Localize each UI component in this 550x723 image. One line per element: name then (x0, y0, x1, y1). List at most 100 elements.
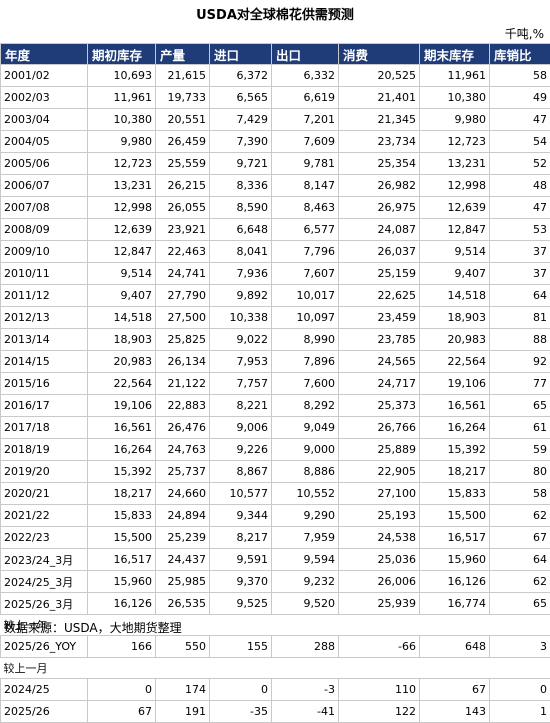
year-cell: 2021/22 (1, 505, 88, 527)
value-cell: 8,867 (210, 461, 272, 483)
value-cell: 25,559 (156, 153, 210, 175)
value-cell: 9,594 (272, 549, 339, 571)
value-cell: 25,825 (156, 329, 210, 351)
value-cell: 67 (88, 701, 156, 723)
year-cell: 2008/09 (1, 219, 88, 241)
value-cell: 24,660 (156, 483, 210, 505)
value-cell: 26,006 (339, 571, 420, 593)
header-stocks-to-use: 库销比 (490, 44, 550, 65)
value-cell: 20,525 (339, 65, 420, 87)
year-cell: 2025/26_3月 (1, 593, 88, 615)
value-cell: 9,781 (272, 153, 339, 175)
value-cell: 88 (490, 329, 550, 351)
value-cell: 16,561 (420, 395, 490, 417)
header-exports: 出口 (272, 44, 339, 65)
source-note: 数据来源：USDA，大地期货整理 (4, 619, 182, 636)
value-cell: 22,883 (156, 395, 210, 417)
value-cell: 22,564 (88, 373, 156, 395)
value-cell: 27,500 (156, 307, 210, 329)
header-row: 年度 期初库存 产量 进口 出口 消费 期末库存 库销比 (1, 44, 550, 65)
year-cell: 2024/25 (1, 679, 88, 701)
value-cell: 26,215 (156, 175, 210, 197)
table-title: USDA对全球棉花供需预测 (0, 4, 550, 23)
value-cell: 26,975 (339, 197, 420, 219)
value-cell: 65 (490, 395, 550, 417)
value-cell: 11,961 (420, 65, 490, 87)
value-cell: 10,552 (272, 483, 339, 505)
value-cell: 7,796 (272, 241, 339, 263)
value-cell: 7,429 (210, 109, 272, 131)
year-cell: 2012/13 (1, 307, 88, 329)
value-cell: 14,518 (420, 285, 490, 307)
value-cell: 9,980 (88, 131, 156, 153)
value-cell: 25,373 (339, 395, 420, 417)
value-cell: 25,036 (339, 549, 420, 571)
value-cell: 77 (490, 373, 550, 395)
value-cell: 14,518 (88, 307, 156, 329)
value-cell: 19,106 (88, 395, 156, 417)
value-cell: 80 (490, 461, 550, 483)
value-cell: 62 (490, 505, 550, 527)
value-cell: 21,122 (156, 373, 210, 395)
value-cell: 62 (490, 571, 550, 593)
value-cell: 12,723 (88, 153, 156, 175)
value-cell: 53 (490, 219, 550, 241)
value-cell: 8,463 (272, 197, 339, 219)
section-label: 较上一月 (1, 658, 550, 679)
value-cell: 15,500 (420, 505, 490, 527)
value-cell: 16,264 (420, 417, 490, 439)
year-cell: 2015/16 (1, 373, 88, 395)
value-cell: 15,960 (420, 549, 490, 571)
header-imports: 进口 (210, 44, 272, 65)
value-cell: 24,437 (156, 549, 210, 571)
value-cell: 18,217 (420, 461, 490, 483)
value-cell: 21,345 (339, 109, 420, 131)
value-cell: 49 (490, 87, 550, 109)
value-cell: 174 (156, 679, 210, 701)
value-cell: 7,953 (210, 351, 272, 373)
value-cell: 12,639 (88, 219, 156, 241)
value-cell: 12,723 (420, 131, 490, 153)
value-cell: 8,336 (210, 175, 272, 197)
value-cell: 0 (490, 679, 550, 701)
value-cell: 64 (490, 549, 550, 571)
value-cell: 9,022 (210, 329, 272, 351)
year-cell: 2007/08 (1, 197, 88, 219)
value-cell: 26,535 (156, 593, 210, 615)
value-cell: 59 (490, 439, 550, 461)
value-cell: 8,990 (272, 329, 339, 351)
value-cell: 191 (156, 701, 210, 723)
value-cell: 9,000 (272, 439, 339, 461)
value-cell: 18,903 (420, 307, 490, 329)
value-cell: 6,619 (272, 87, 339, 109)
year-cell: 2014/15 (1, 351, 88, 373)
year-cell: 2002/03 (1, 87, 88, 109)
value-cell: 20,983 (88, 351, 156, 373)
value-cell: 26,459 (156, 131, 210, 153)
value-cell: 16,561 (88, 417, 156, 439)
value-cell: 67 (490, 527, 550, 549)
value-cell: 9,370 (210, 571, 272, 593)
value-cell: 8,886 (272, 461, 339, 483)
value-cell: 26,134 (156, 351, 210, 373)
year-cell: 2016/17 (1, 395, 88, 417)
header-beginning-stocks: 期初库存 (88, 44, 156, 65)
value-cell: -41 (272, 701, 339, 723)
value-cell: 37 (490, 263, 550, 285)
value-cell: 7,609 (272, 131, 339, 153)
value-cell: 9,407 (88, 285, 156, 307)
header-year: 年度 (1, 44, 88, 65)
value-cell: 143 (420, 701, 490, 723)
value-cell: 7,390 (210, 131, 272, 153)
value-cell: 15,833 (420, 483, 490, 505)
header-production: 产量 (156, 44, 210, 65)
value-cell: 24,538 (339, 527, 420, 549)
value-cell: 26,766 (339, 417, 420, 439)
